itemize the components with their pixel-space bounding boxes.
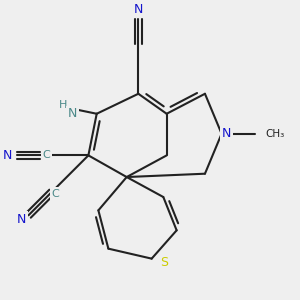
- Text: CH₃: CH₃: [265, 129, 284, 139]
- Text: H: H: [58, 100, 67, 110]
- Text: S: S: [160, 256, 168, 269]
- Text: N: N: [134, 3, 143, 16]
- Text: N: N: [3, 149, 12, 162]
- Text: C: C: [51, 189, 59, 199]
- Text: C: C: [43, 150, 51, 161]
- Text: N: N: [17, 213, 26, 226]
- Text: N: N: [222, 127, 231, 140]
- Text: N: N: [68, 107, 77, 120]
